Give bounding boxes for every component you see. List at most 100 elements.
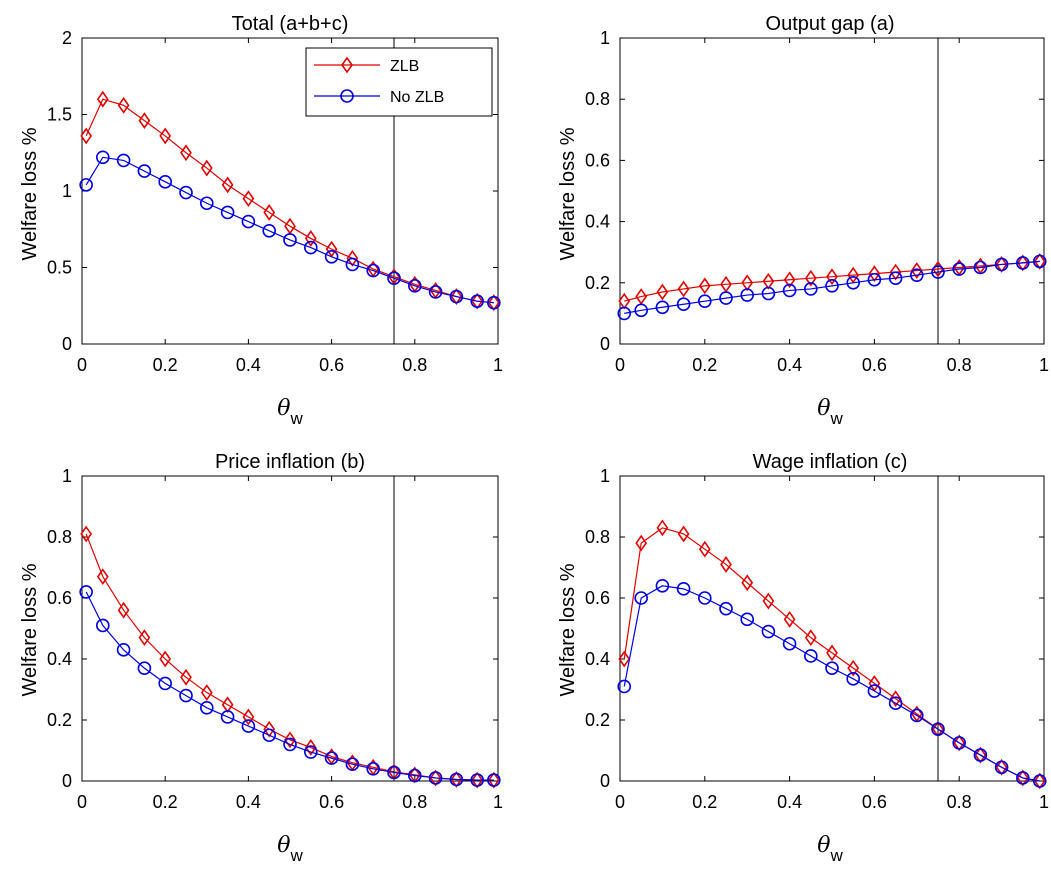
nozlb-point	[303, 240, 318, 255]
zlb-point	[138, 629, 151, 647]
nozlb-point	[655, 578, 670, 593]
nozlb-point	[116, 153, 131, 168]
nozlb-point	[740, 612, 755, 627]
y-tick-label: 0	[600, 334, 610, 354]
legend-nozlb-marker	[340, 89, 354, 103]
zlb-point	[96, 568, 109, 586]
nozlb-point	[79, 178, 93, 192]
nozlb-point	[697, 294, 712, 308]
x-tick-label: 0.4	[777, 355, 802, 375]
zlb-point	[804, 269, 817, 287]
panel-output-gap: Output gap (a) Welfare loss % θw	[557, 13, 894, 428]
zlb-point	[242, 708, 255, 726]
panel-title: Wage inflation (c)	[753, 451, 908, 473]
nozlb-point	[825, 661, 839, 675]
nozlb-point	[676, 582, 691, 596]
zlb-point	[677, 280, 690, 298]
zlb-point	[487, 771, 500, 789]
nozlb-point	[387, 271, 401, 286]
x-axis-symbol: θ	[277, 396, 290, 421]
x-tick-label: 1	[493, 792, 503, 812]
legend-zlb-marker	[341, 56, 353, 74]
y-tick-label: 0	[62, 771, 72, 791]
nozlb-point	[867, 684, 882, 698]
zlb-point	[995, 256, 1008, 273]
nozlb-point	[617, 306, 632, 321]
zlb-point	[304, 739, 317, 756]
y-tick-label: 1	[62, 466, 72, 486]
nozlb-point	[1015, 771, 1030, 785]
nozlb-point	[345, 757, 360, 772]
nozlb-point	[909, 708, 924, 723]
x-tick-label: 0.2	[153, 792, 178, 812]
nozlb-point	[634, 303, 649, 318]
x-tick-label: 0.4	[777, 792, 802, 812]
plot-frame	[619, 37, 1045, 345]
nozlb-point	[241, 214, 256, 229]
nozlb-point	[324, 751, 339, 765]
nozlb-point	[952, 262, 967, 276]
zlb-point	[635, 534, 648, 552]
panel-price-inflation: Price inflation (b) Welfare loss % θw	[19, 451, 365, 865]
y-tick-label: 0.8	[585, 527, 610, 547]
nozlb-point	[96, 150, 110, 165]
nozlb-series-line	[623, 585, 1040, 782]
nozlb-point	[470, 294, 485, 308]
nozlb-point	[825, 279, 839, 293]
nozlb-point	[407, 279, 422, 293]
zlb-point	[698, 540, 711, 558]
nozlb-point	[846, 275, 861, 290]
zlb-point	[487, 294, 500, 312]
zlb-series-line	[85, 98, 494, 304]
nozlb-point	[719, 291, 733, 305]
nozlb-point	[888, 696, 903, 711]
nozlb-point	[179, 185, 193, 200]
nozlb-point	[428, 285, 443, 299]
y-tick-label: 0.2	[585, 273, 610, 293]
x-tick-label: 0.8	[402, 355, 427, 375]
nozlb-point	[137, 661, 152, 675]
zlb-point	[80, 127, 93, 145]
panel-title: Total (a+b+c)	[232, 13, 349, 35]
x-tick-label: 1	[1039, 355, 1049, 375]
zlb-point	[741, 574, 754, 592]
nozlb-point	[200, 700, 214, 715]
x-tick-label: 1	[493, 355, 503, 375]
nozlb-point	[407, 768, 422, 783]
panel-wage-inflation: Wage inflation (c) Welfare loss % θw	[557, 451, 907, 865]
zlb-point	[1016, 769, 1029, 787]
nozlb-point	[952, 736, 967, 750]
y-tick-label: 0.4	[585, 212, 610, 232]
nozlb-point	[158, 175, 172, 189]
y-tick-label: 0.6	[585, 588, 610, 608]
nozlb-point	[782, 636, 797, 651]
nozlb-point	[697, 591, 712, 605]
plot-area: 0 0.2 0.4 0.6 0.8 1 0 0.5 1 1.5 2 ZLB No ZLB	[47, 28, 503, 375]
x-tick-label: 0	[615, 792, 625, 812]
nozlb-point	[137, 164, 152, 178]
zlb-point	[450, 288, 463, 305]
zlb-point	[847, 266, 860, 284]
x-tick-label: 0.8	[947, 792, 972, 812]
zlb-point	[1016, 254, 1029, 272]
y-tick-label: 0.8	[585, 89, 610, 109]
plot-frame	[619, 475, 1045, 782]
nozlb-point	[931, 722, 945, 736]
x-axis-label: θw	[277, 833, 303, 865]
nozlb-point	[366, 263, 381, 278]
zlb-point	[263, 720, 276, 738]
y-tick-label: 0.4	[585, 649, 610, 669]
zlb-point	[138, 112, 151, 130]
y-tick-label: 0.8	[47, 527, 72, 547]
nozlb-point	[676, 297, 691, 312]
panel-title: Price inflation (b)	[215, 451, 365, 473]
panel-title: Output gap (a)	[766, 13, 895, 35]
nozlb-point	[655, 300, 670, 315]
legend-box	[305, 47, 493, 117]
nozlb-point	[449, 289, 464, 304]
nozlb-point	[1032, 774, 1047, 788]
zlb-point	[221, 176, 234, 194]
nozlb-series-line	[85, 591, 494, 781]
nozlb-point	[719, 601, 733, 616]
zlb-point	[762, 592, 775, 610]
